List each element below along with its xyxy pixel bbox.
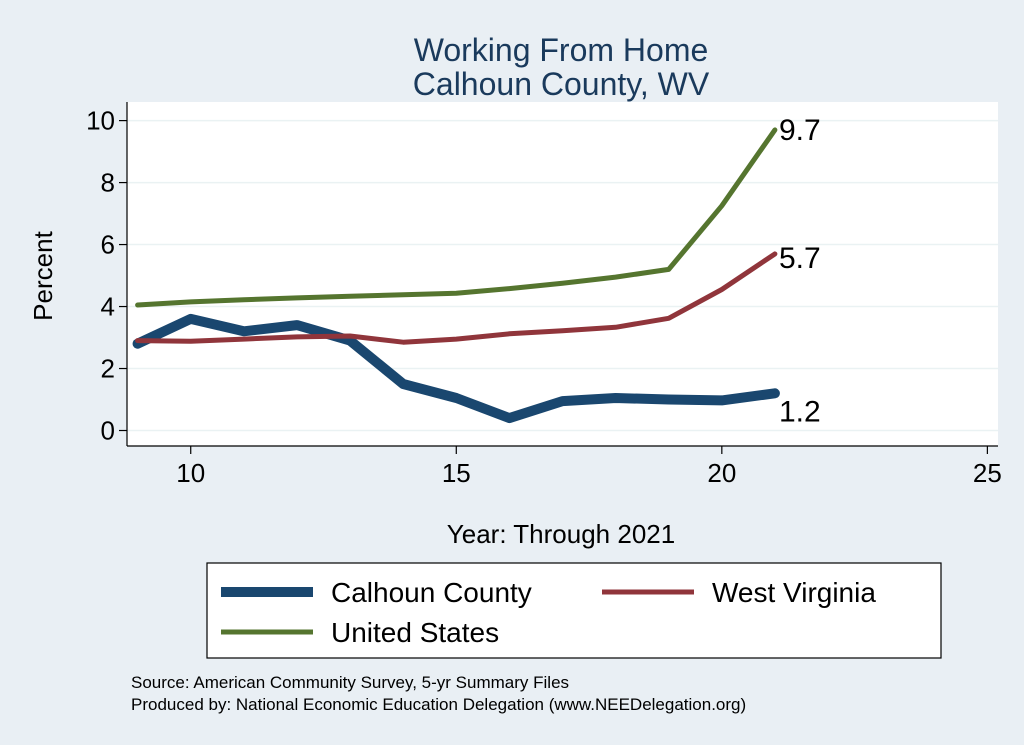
chart-title-line-1: Working From Home [414, 32, 709, 68]
y-tick-label-10: 10 [86, 106, 115, 136]
legend-label-calhoun-county: Calhoun County [331, 577, 532, 608]
series-line-calhoun-county [132, 313, 780, 424]
producer-note: Produced by: National Economic Education… [131, 695, 746, 714]
legend-label-west-virginia: West Virginia [712, 577, 876, 608]
end-label-west-virginia: 5.7 [779, 242, 821, 275]
y-tick-label-4: 4 [101, 292, 115, 322]
y-tick-label-8: 8 [101, 168, 115, 198]
x-tick-label-25: 25 [973, 458, 1002, 488]
x-axis-label: Year: Through 2021 [447, 519, 675, 549]
axes: 0 2 4 6 8 10 10 15 20 25 [86, 102, 1002, 488]
y-axis-label: Percent [28, 230, 58, 320]
y-tick-label-2: 2 [101, 354, 115, 384]
series-line-west-virginia [135, 251, 778, 345]
source-note: Source: American Community Survey, 5-yr … [131, 673, 569, 692]
end-labels: 1.2 5.7 9.7 [779, 114, 821, 428]
plot-area [127, 102, 998, 446]
x-tick-label-10: 10 [176, 458, 205, 488]
end-label-united-states: 9.7 [779, 114, 821, 147]
legend-box [206, 562, 942, 659]
series-lines [132, 127, 780, 424]
gridlines [127, 119, 998, 432]
y-tick-label-0: 0 [101, 416, 115, 446]
series-line-united-states [135, 127, 778, 308]
x-tick-label-15: 15 [442, 458, 471, 488]
legend: Calhoun County West Virginia United Stat… [206, 562, 942, 659]
y-tick-label-6: 6 [101, 230, 115, 260]
x-tick-label-20: 20 [707, 458, 736, 488]
legend-label-united-states: United States [331, 617, 499, 648]
chart-title-line-2: Calhoun County, WV [413, 66, 710, 102]
end-label-calhoun-county: 1.2 [779, 395, 821, 428]
